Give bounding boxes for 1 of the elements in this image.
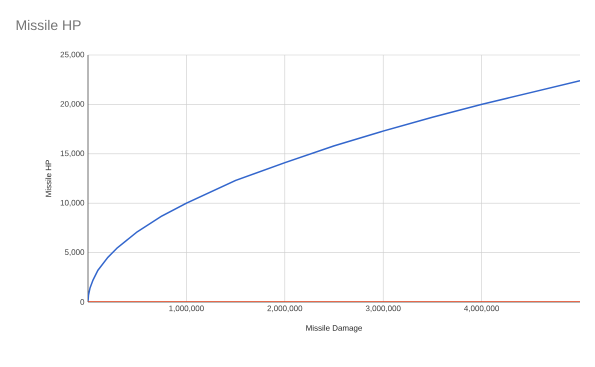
chart-title: Missile HP [16,20,81,30]
